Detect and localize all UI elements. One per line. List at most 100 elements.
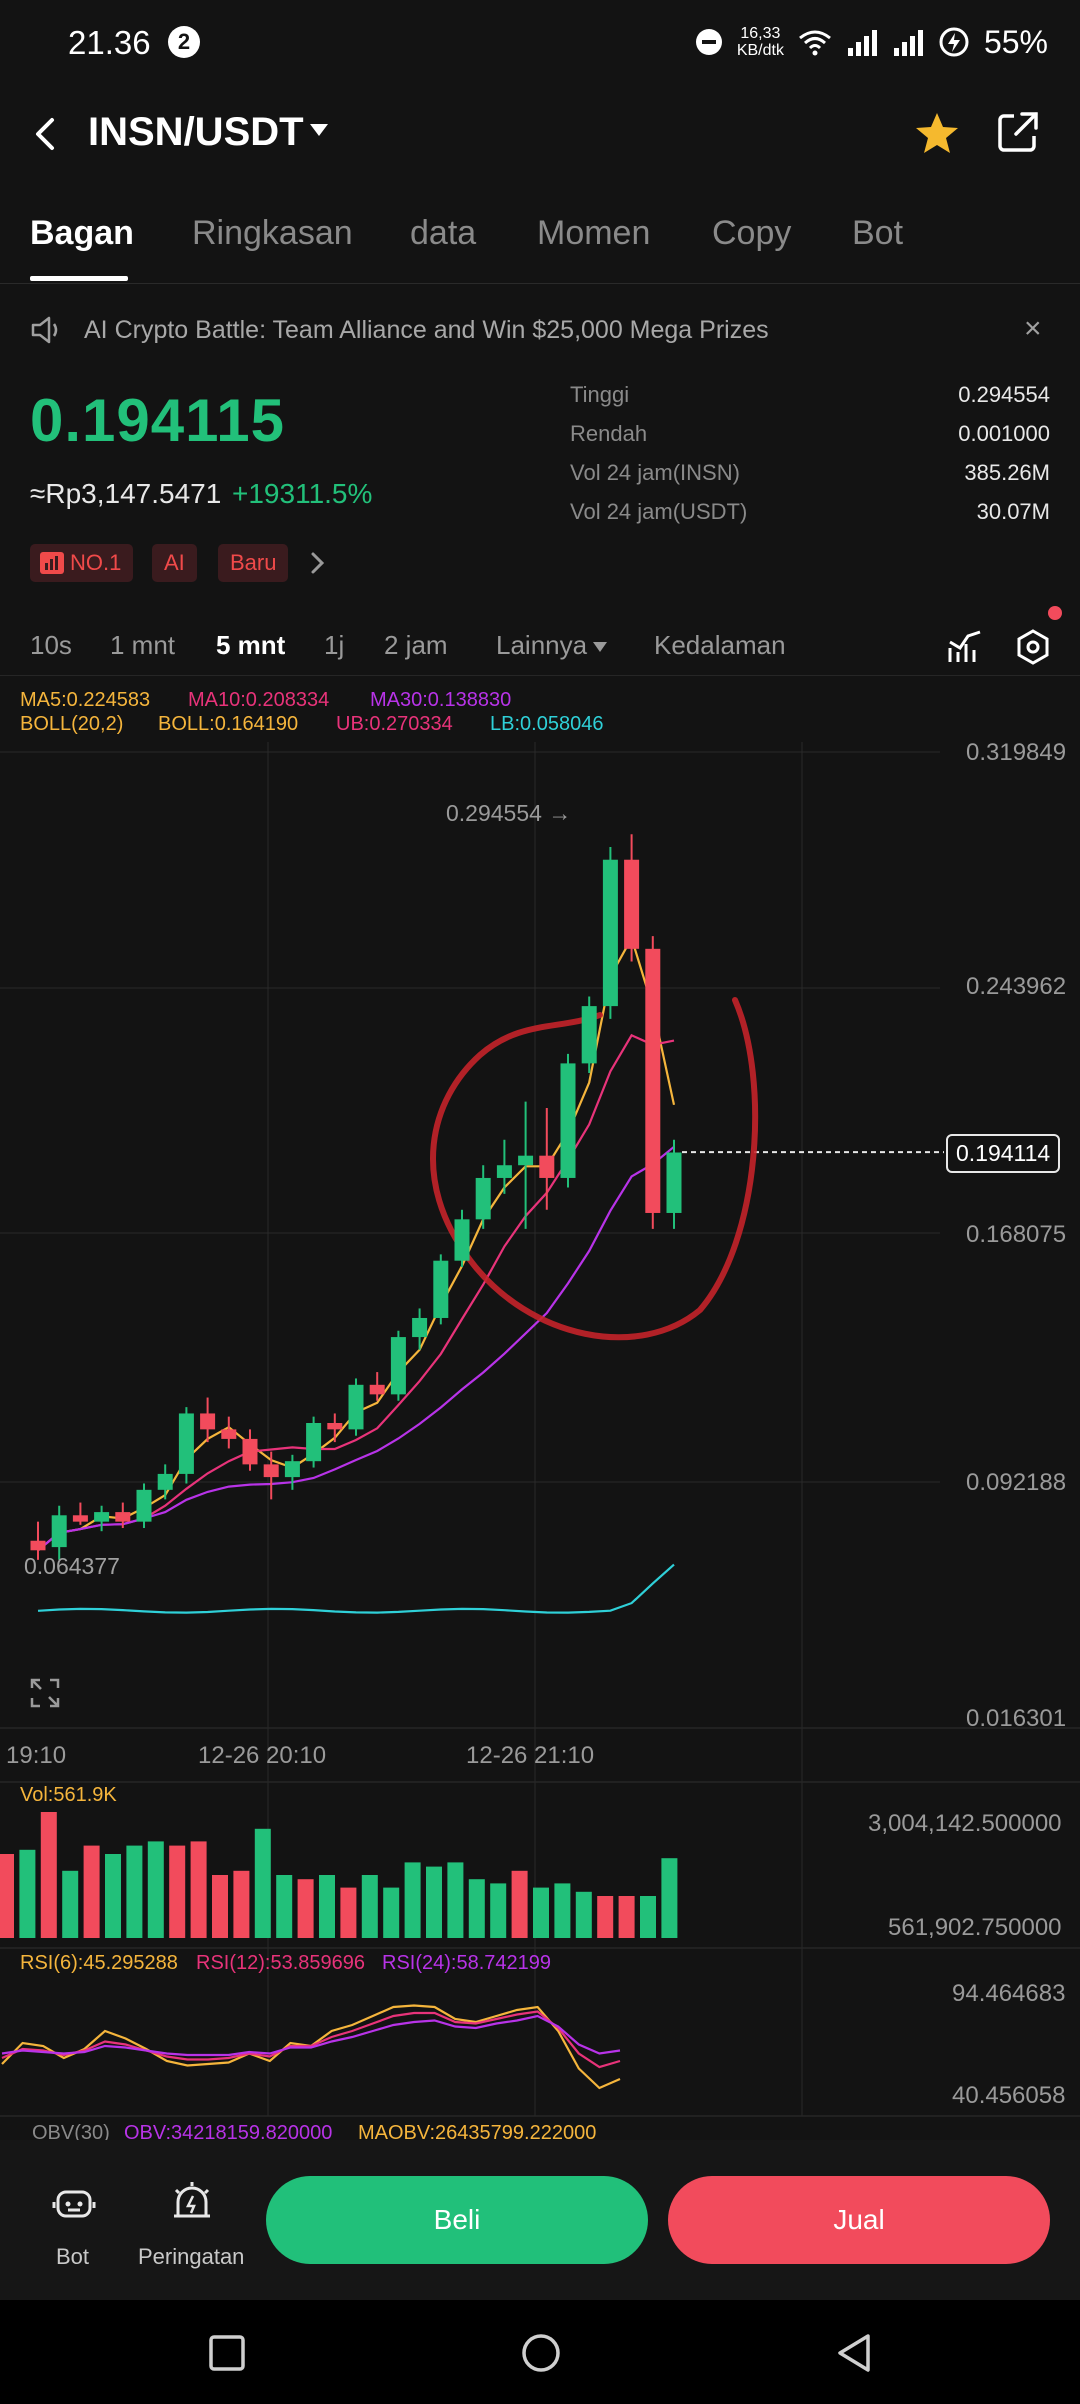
volume-bar <box>468 1879 485 1938</box>
volume-bar <box>190 1841 207 1938</box>
y-axis-label: 0.243962 <box>966 973 1067 1000</box>
chevron-right-icon[interactable] <box>306 550 328 576</box>
volume-bar <box>126 1845 143 1938</box>
signal-icon <box>847 30 877 56</box>
home-icon[interactable] <box>520 2332 562 2374</box>
favorite-star-icon[interactable] <box>913 110 961 158</box>
x-axis-label: 12-26 20:10 <box>198 1742 327 1769</box>
announcement-text[interactable]: AI Crypto Battle: Team Alliance and Win … <box>84 316 769 344</box>
rank-badge[interactable]: NO.1 <box>30 544 134 582</box>
sell-button[interactable]: Jual <box>668 2176 1050 2264</box>
tab-bagan[interactable]: Bagan <box>30 214 134 252</box>
x-axis-label: 19:10 <box>6 1742 67 1769</box>
maobv-value: MAOBV:26435799.222000 <box>358 2122 597 2144</box>
interval-1h[interactable]: 1j <box>324 630 345 660</box>
system-nav-bar <box>0 2300 1080 2404</box>
new-badge[interactable]: Baru <box>218 544 289 582</box>
volume-bar <box>233 1870 250 1938</box>
annotation-circle <box>430 997 759 1341</box>
candle-body <box>475 1177 491 1220</box>
volume-bar <box>276 1875 293 1938</box>
volume-bar <box>511 1870 528 1938</box>
rsi12-value: RSI(12):53.859696 <box>196 1952 366 1974</box>
ma5-value: MA5:0.224583 <box>20 689 151 711</box>
candle-body <box>115 1512 131 1522</box>
settings-gear-icon[interactable] <box>1014 628 1052 666</box>
interval-1m[interactable]: 1 mnt <box>110 630 176 660</box>
volume-bar <box>640 1896 656 1938</box>
lower-band-line <box>37 1563 675 1614</box>
active-tab-indicator <box>30 276 128 281</box>
dropdown-caret-icon <box>593 642 608 653</box>
bot-robot-icon[interactable] <box>52 2182 96 2226</box>
candle-body <box>157 1473 173 1490</box>
rsi-axis-label: 40.456058 <box>952 2082 1066 2109</box>
indicator-chart-icon[interactable] <box>946 628 984 666</box>
candle-body <box>94 1512 110 1522</box>
interval-2h[interactable]: 2 jam <box>384 630 448 660</box>
tab-momen[interactable]: Momen <box>537 214 651 252</box>
candle-body <box>560 1063 576 1178</box>
fullscreen-expand-icon[interactable] <box>30 1678 60 1708</box>
back-arrow-icon[interactable] <box>26 112 66 156</box>
recent-apps-icon[interactable] <box>208 2334 246 2372</box>
tab-bot[interactable]: Bot <box>852 214 904 252</box>
interval-5m[interactable]: 5 mnt <box>216 630 286 660</box>
candle-body <box>518 1155 534 1166</box>
tab-copy[interactable]: Copy <box>712 214 792 252</box>
main-tabs: Bagan Ringkasan data Momen Copy Bot <box>0 210 1080 284</box>
ma10-line <box>37 1033 675 1552</box>
pair-dropdown-icon[interactable] <box>310 124 328 136</box>
volume-axis-label: 3,004,142.500000 <box>868 1810 1062 1837</box>
volume-bar <box>212 1875 228 1938</box>
bot-label[interactable]: Bot <box>56 2244 90 2269</box>
stat-vol-usdt-value: 30.07M <box>976 499 1050 524</box>
tab-data[interactable]: data <box>410 214 477 252</box>
ai-badge[interactable]: AI <box>152 544 197 582</box>
boll-mid-value: BOLL:0.164190 <box>158 713 299 735</box>
interval-more[interactable]: Lainnya <box>496 630 608 661</box>
do-not-disturb-icon <box>695 29 722 55</box>
candle-body <box>242 1438 258 1465</box>
depth-tab[interactable]: Kedalaman <box>654 630 786 660</box>
pair-title[interactable]: INSN/USDT <box>88 110 304 154</box>
price-chart[interactable] <box>0 728 1080 2128</box>
ma30-line <box>37 1145 675 1552</box>
candle-body <box>284 1461 300 1478</box>
volume-bar <box>105 1854 121 1938</box>
settings-notification-dot <box>1048 606 1062 620</box>
volume-bar <box>404 1862 421 1938</box>
alert-bell-icon[interactable] <box>170 2180 214 2224</box>
stat-low-label: Rendah <box>570 421 648 446</box>
volume-value: Vol:561.9K <box>20 1784 117 1806</box>
boll-lb-value: LB:0.058046 <box>490 713 604 735</box>
rsi6-value: RSI(6):45.295288 <box>20 1952 178 1974</box>
rsi-line <box>1 2010 621 2069</box>
volume-bar <box>533 1887 549 1938</box>
buy-button[interactable]: Beli <box>266 2176 648 2264</box>
candle-body <box>645 948 661 1213</box>
back-nav-icon[interactable] <box>834 2332 874 2374</box>
last-price: 0.194115 <box>30 387 285 454</box>
alert-label[interactable]: Peringatan <box>138 2244 245 2269</box>
candle-body <box>412 1317 428 1338</box>
obv-title: OBV(30) <box>32 2122 110 2144</box>
stat-high-value: 0.294554 <box>958 382 1050 407</box>
x-axis-label: 12-26 21:10 <box>466 1742 595 1769</box>
volume-bar <box>19 1849 36 1938</box>
candle-body <box>178 1413 194 1474</box>
candle-body <box>263 1464 279 1478</box>
candle-body <box>72 1515 88 1522</box>
volume-bar <box>169 1845 186 1938</box>
announcement-bar[interactable]: AI Crypto Battle: Team Alliance and Win … <box>0 300 1080 364</box>
candle-body <box>581 1006 597 1064</box>
close-icon[interactable]: × <box>1024 312 1042 345</box>
candle-body <box>348 1384 364 1430</box>
low-marker: 0.064377 <box>24 1553 120 1579</box>
price-change: +19311.5% <box>232 478 373 509</box>
current-price-tag: 0.194114 <box>946 1134 1061 1173</box>
share-icon[interactable] <box>996 110 1040 154</box>
tab-ringkasan[interactable]: Ringkasan <box>192 214 353 252</box>
ma30-value: MA30:0.138830 <box>370 689 512 711</box>
interval-10s[interactable]: 10s <box>30 630 72 660</box>
